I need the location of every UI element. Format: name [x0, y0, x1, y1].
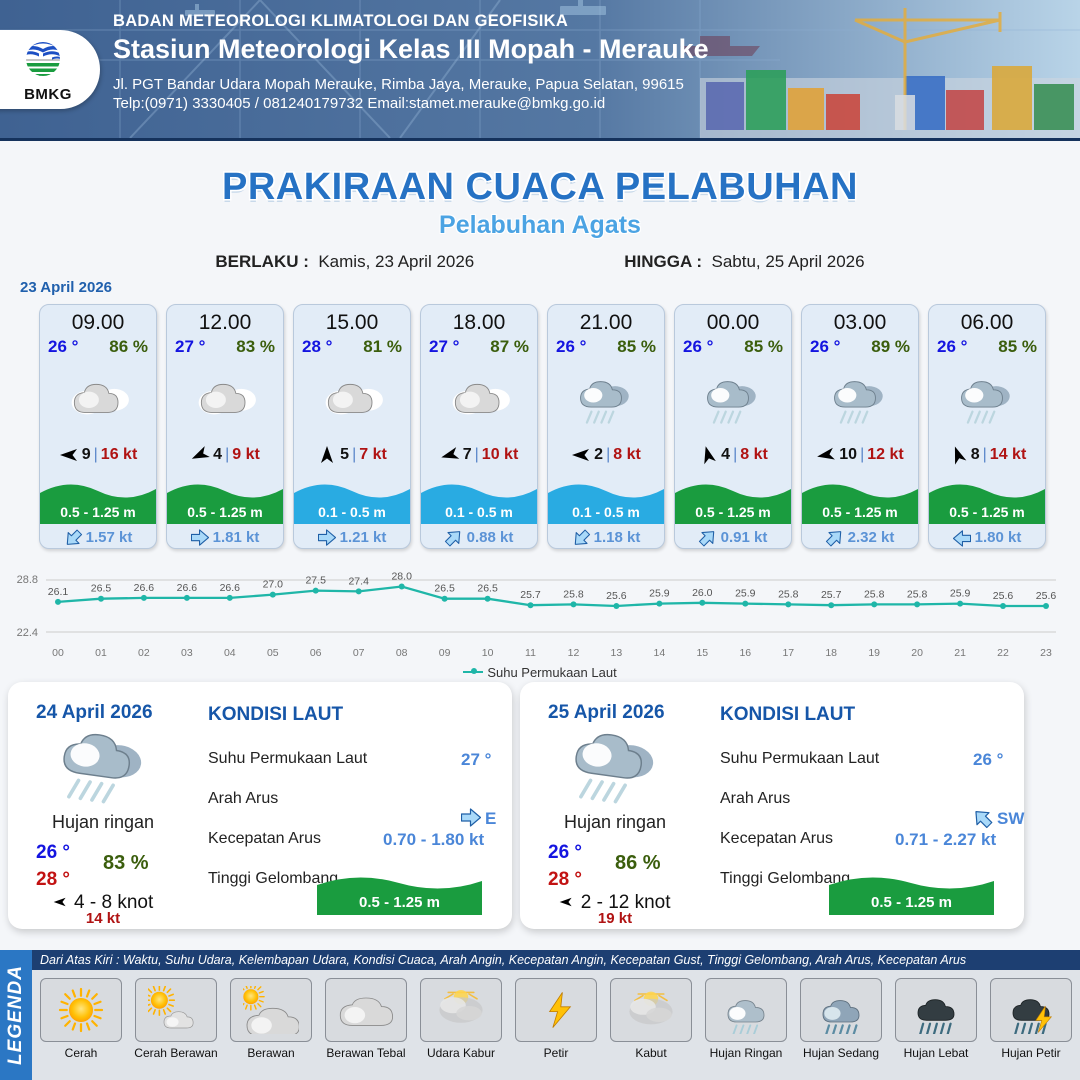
svg-text:26.0: 26.0 — [692, 587, 713, 599]
svg-text:25.8: 25.8 — [778, 588, 799, 600]
svg-text:25.8: 25.8 — [907, 588, 928, 600]
svg-text:11: 11 — [525, 647, 536, 659]
svg-text:25.7: 25.7 — [821, 589, 842, 601]
svg-text:17: 17 — [782, 647, 794, 659]
svg-text:25.9: 25.9 — [649, 588, 670, 600]
svg-text:25.7: 25.7 — [520, 589, 541, 601]
svg-text:26.5: 26.5 — [434, 583, 455, 595]
svg-text:22.4: 22.4 — [17, 627, 38, 639]
svg-text:25.6: 25.6 — [1036, 590, 1056, 602]
svg-text:28.0: 28.0 — [391, 571, 412, 583]
svg-text:23: 23 — [1040, 647, 1052, 659]
svg-text:16: 16 — [739, 647, 751, 659]
svg-text:25.9: 25.9 — [950, 588, 971, 600]
svg-text:25.6: 25.6 — [606, 590, 627, 602]
svg-text:26.6: 26.6 — [220, 582, 241, 594]
svg-text:19: 19 — [868, 647, 880, 659]
svg-text:26.6: 26.6 — [134, 582, 155, 594]
svg-text:09: 09 — [439, 647, 451, 659]
svg-text:20: 20 — [911, 647, 923, 659]
svg-text:02: 02 — [138, 647, 150, 659]
svg-text:14: 14 — [654, 647, 666, 659]
svg-text:10: 10 — [482, 647, 494, 659]
svg-text:27.5: 27.5 — [305, 575, 326, 587]
svg-text:25.6: 25.6 — [993, 590, 1014, 602]
svg-text:25.9: 25.9 — [735, 588, 756, 600]
svg-text:25.8: 25.8 — [563, 588, 584, 600]
svg-text:25.8: 25.8 — [864, 588, 885, 600]
svg-text:15: 15 — [696, 647, 708, 659]
svg-text:18: 18 — [825, 647, 837, 659]
svg-text:26.5: 26.5 — [91, 583, 112, 595]
svg-text:06: 06 — [310, 647, 322, 659]
svg-text:26.5: 26.5 — [477, 583, 498, 595]
svg-text:27.4: 27.4 — [348, 575, 369, 587]
svg-text:03: 03 — [181, 647, 193, 659]
svg-text:22: 22 — [997, 647, 1009, 659]
svg-text:26.1: 26.1 — [48, 586, 69, 598]
svg-text:04: 04 — [224, 647, 236, 659]
svg-text:13: 13 — [611, 647, 623, 659]
svg-text:26.6: 26.6 — [177, 582, 198, 594]
svg-text:00: 00 — [52, 647, 64, 659]
svg-text:12: 12 — [568, 647, 580, 659]
svg-text:01: 01 — [95, 647, 107, 659]
svg-text:05: 05 — [267, 647, 279, 659]
svg-text:08: 08 — [396, 647, 408, 659]
svg-text:07: 07 — [353, 647, 365, 659]
svg-text:27.0: 27.0 — [263, 579, 284, 591]
svg-text:21: 21 — [954, 647, 966, 659]
svg-text:28.8: 28.8 — [17, 574, 38, 586]
